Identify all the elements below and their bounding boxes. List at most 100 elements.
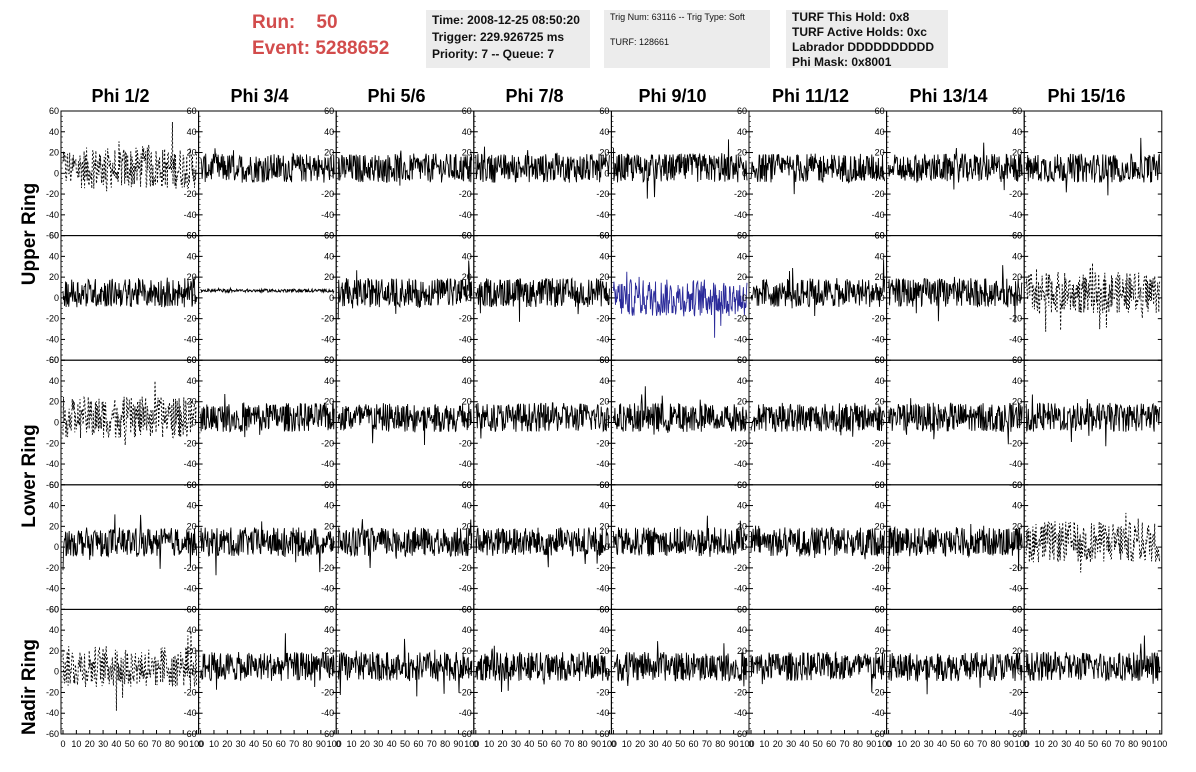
x-tick-label: 60 <box>276 739 286 749</box>
y-tick-label: -40 <box>184 334 197 344</box>
x-tick-label: 50 <box>1088 739 1098 749</box>
y-tick-label: -60 <box>459 729 472 739</box>
y-tick-label: 40 <box>737 501 747 511</box>
waveform-trace <box>337 638 473 697</box>
x-tick-label: 60 <box>826 739 836 749</box>
y-tick-label: -20 <box>184 563 197 573</box>
y-tick-label: 0 <box>54 667 59 677</box>
y-tick-label: -20 <box>734 438 747 448</box>
y-tick-label: -20 <box>596 314 609 324</box>
waveform-trace <box>612 271 748 338</box>
x-tick-label: 10 <box>484 739 494 749</box>
y-tick-label: 60 <box>875 355 885 365</box>
y-tick-label: 40 <box>1012 251 1022 261</box>
y-tick-label: 60 <box>1012 480 1022 490</box>
x-tick-label: 10 <box>897 739 907 749</box>
x-tick-label: 60 <box>413 739 423 749</box>
y-tick-label: -40 <box>459 584 472 594</box>
column-header-phi-1-2: Phi 1/2 <box>91 86 150 106</box>
y-tick-label: 0 <box>329 667 334 677</box>
y-tick-label: 20 <box>875 521 885 531</box>
y-tick-label: 60 <box>1012 231 1022 241</box>
waveform-trace <box>337 150 473 186</box>
y-tick-label: 20 <box>324 397 334 407</box>
y-tick-label: -60 <box>46 604 59 614</box>
x-tick-label: 60 <box>964 739 974 749</box>
panel-frame <box>198 359 337 486</box>
turf-num-text: TURF: 128661 <box>610 37 670 47</box>
x-tick-label: 0 <box>473 739 478 749</box>
y-tick-label: 20 <box>49 397 59 407</box>
x-tick-label: 70 <box>564 739 574 749</box>
y-tick-label: -20 <box>1009 189 1022 199</box>
y-tick-label: 60 <box>187 604 197 614</box>
y-tick-label: 0 <box>1017 168 1022 178</box>
x-tick-label: 30 <box>236 739 246 749</box>
y-tick-label: -20 <box>872 438 885 448</box>
x-tick-label: 40 <box>799 739 809 749</box>
waveform-trace <box>200 633 335 690</box>
y-tick-label: 20 <box>187 646 197 656</box>
y-tick-label: 20 <box>1012 646 1022 656</box>
y-tick-label: 20 <box>49 646 59 656</box>
waveform-trace <box>750 259 886 317</box>
y-tick-label: 0 <box>329 542 334 552</box>
y-tick-label: 0 <box>192 542 197 552</box>
y-tick-label: 60 <box>875 604 885 614</box>
y-tick-label: -40 <box>1009 210 1022 220</box>
y-tick-label: 60 <box>462 480 472 490</box>
y-tick-label: -20 <box>321 563 334 573</box>
y-tick-label: 40 <box>737 376 747 386</box>
y-tick-label: 40 <box>737 251 747 261</box>
y-tick-label: -60 <box>872 729 885 739</box>
waveform-trace <box>475 146 610 183</box>
waveform-trace <box>337 519 473 569</box>
waveform-trace <box>200 521 335 576</box>
y-tick-label: -40 <box>596 334 609 344</box>
y-tick-label: 60 <box>875 231 885 241</box>
y-tick-label: -20 <box>321 189 334 199</box>
x-tick-label: 40 <box>387 739 397 749</box>
y-tick-label: 0 <box>1017 418 1022 428</box>
y-tick-label: 20 <box>599 148 609 158</box>
event-number: Event: 5288652 <box>252 38 390 59</box>
y-tick-label: -40 <box>734 210 747 220</box>
x-tick-label: 100 <box>602 739 617 749</box>
y-tick-label: 60 <box>462 106 472 116</box>
x-tick-label: 30 <box>98 739 108 749</box>
y-tick-label: -40 <box>321 584 334 594</box>
x-tick-label: 60 <box>1101 739 1111 749</box>
y-tick-label: -40 <box>734 459 747 469</box>
time-text: Time: 2008-12-25 08:50:20 <box>432 13 580 27</box>
y-tick-label: -20 <box>46 189 59 199</box>
y-tick-label: 0 <box>467 542 472 552</box>
y-tick-label: 0 <box>54 168 59 178</box>
y-tick-label: 0 <box>467 418 472 428</box>
y-tick-label: -40 <box>184 210 197 220</box>
x-tick-label: 10 <box>622 739 632 749</box>
y-tick-label: 20 <box>187 397 197 407</box>
y-tick-label: 40 <box>599 251 609 261</box>
y-tick-label: -40 <box>872 210 885 220</box>
y-tick-label: 40 <box>324 501 334 511</box>
x-tick-label: 20 <box>360 739 370 749</box>
y-tick-label: 60 <box>462 231 472 241</box>
y-tick-label: 40 <box>49 376 59 386</box>
y-tick-label: 20 <box>737 521 747 531</box>
x-tick-label: 70 <box>1115 739 1125 749</box>
y-tick-label: -20 <box>459 438 472 448</box>
panel-frame <box>748 608 888 735</box>
y-tick-label: 60 <box>187 106 197 116</box>
y-tick-label: 20 <box>1012 148 1022 158</box>
